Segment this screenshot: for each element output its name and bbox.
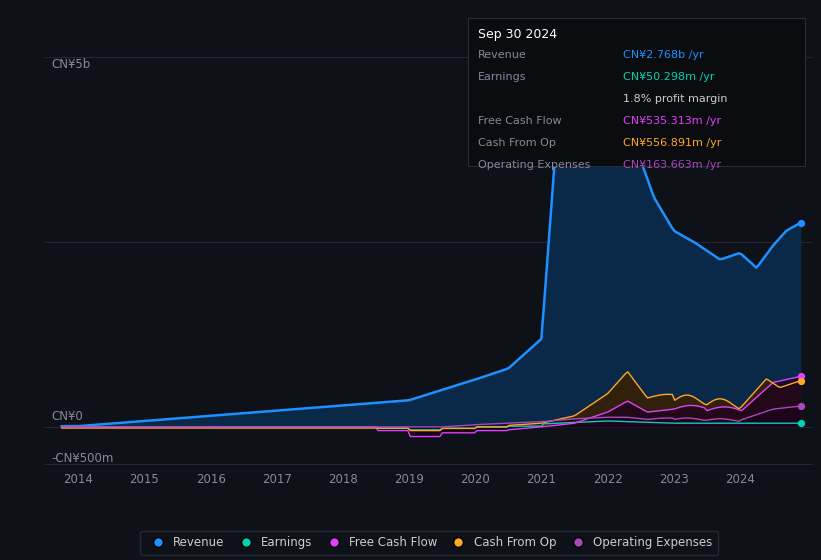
Text: Revenue: Revenue — [478, 50, 527, 60]
Legend: Revenue, Earnings, Free Cash Flow, Cash From Op, Operating Expenses: Revenue, Earnings, Free Cash Flow, Cash … — [140, 530, 718, 556]
Point — [794, 218, 807, 227]
Text: CN¥556.891m /yr: CN¥556.891m /yr — [623, 138, 722, 148]
Text: Cash From Op: Cash From Op — [478, 138, 556, 148]
Text: CN¥5b: CN¥5b — [52, 58, 91, 71]
Point — [794, 419, 807, 428]
Text: -CN¥500m: -CN¥500m — [52, 452, 114, 465]
Text: CN¥0: CN¥0 — [52, 410, 84, 423]
Text: 1.8% profit margin: 1.8% profit margin — [623, 94, 727, 104]
Text: CN¥2.768b /yr: CN¥2.768b /yr — [623, 50, 704, 60]
Text: CN¥50.298m /yr: CN¥50.298m /yr — [623, 72, 714, 82]
Point — [794, 402, 807, 410]
Text: Free Cash Flow: Free Cash Flow — [478, 116, 562, 126]
Text: Operating Expenses: Operating Expenses — [478, 160, 590, 170]
Point — [794, 376, 807, 385]
Text: CN¥535.313m /yr: CN¥535.313m /yr — [623, 116, 721, 126]
Text: CN¥163.663m /yr: CN¥163.663m /yr — [623, 160, 721, 170]
Point — [794, 372, 807, 381]
Text: Sep 30 2024: Sep 30 2024 — [478, 28, 557, 41]
Text: Earnings: Earnings — [478, 72, 526, 82]
